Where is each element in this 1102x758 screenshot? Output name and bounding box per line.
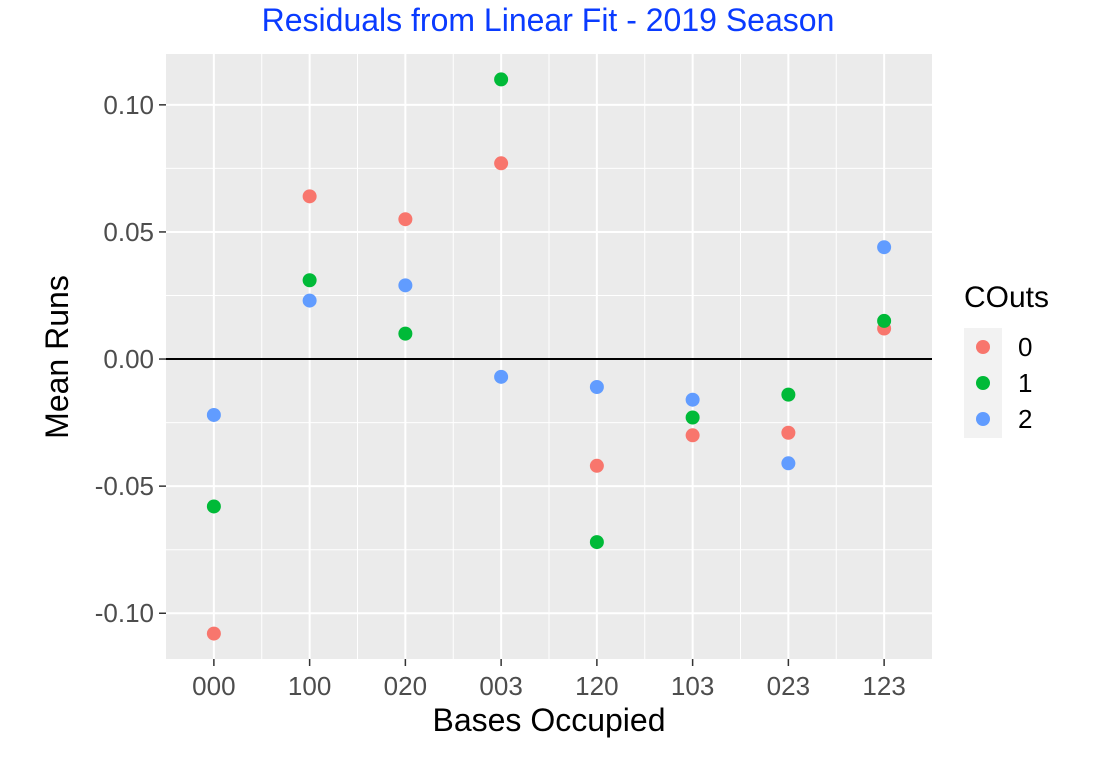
data-point-outs-1 xyxy=(494,72,509,87)
data-point-outs-1 xyxy=(398,326,413,341)
x-tick-label: 120 xyxy=(575,671,618,701)
legend-label: 0 xyxy=(1018,332,1032,362)
data-point-outs-1 xyxy=(781,387,796,402)
data-point-outs-2 xyxy=(685,392,700,407)
y-tick-label: -0.05 xyxy=(95,471,154,501)
legend-label: 1 xyxy=(1018,368,1032,398)
legend-key-1 xyxy=(976,376,990,390)
x-tick-label: 100 xyxy=(288,671,331,701)
y-tick-label: -0.10 xyxy=(95,598,154,628)
x-axis-title: Bases Occupied xyxy=(432,702,665,738)
chart-title: Residuals from Linear Fit - 2019 Season xyxy=(262,2,835,38)
data-point-outs-0 xyxy=(302,189,317,204)
data-point-outs-1 xyxy=(302,273,317,288)
data-point-outs-0 xyxy=(206,626,221,641)
data-point-outs-2 xyxy=(589,380,604,395)
x-tick-label: 003 xyxy=(479,671,522,701)
legend-title: COuts xyxy=(964,281,1049,314)
x-tick-label: 000 xyxy=(192,671,235,701)
legend-key-2 xyxy=(976,412,990,426)
data-point-outs-2 xyxy=(494,369,509,384)
data-points xyxy=(206,72,892,641)
data-point-outs-0 xyxy=(398,212,413,227)
data-point-outs-1 xyxy=(877,313,892,328)
y-axis-title: Mean Runs xyxy=(39,275,75,439)
y-tick-label: 0.10 xyxy=(103,90,154,120)
x-tick-label: 023 xyxy=(767,671,810,701)
y-tick-label: 0.00 xyxy=(103,344,154,374)
data-point-outs-0 xyxy=(494,156,509,171)
data-point-outs-2 xyxy=(302,293,317,308)
data-point-outs-2 xyxy=(877,240,892,255)
data-point-outs-2 xyxy=(781,456,796,471)
y-tick-label: 0.05 xyxy=(103,217,154,247)
data-point-outs-0 xyxy=(589,458,604,473)
data-point-outs-1 xyxy=(206,499,221,514)
x-tick-label: 020 xyxy=(384,671,427,701)
legend: COuts 0 1 2 xyxy=(964,281,1049,438)
data-point-outs-0 xyxy=(781,425,796,440)
x-tick-label: 103 xyxy=(671,671,714,701)
x-tick-label: 123 xyxy=(862,671,905,701)
minor-gridlines xyxy=(166,54,932,659)
data-point-outs-1 xyxy=(589,535,604,550)
y-axis-ticks: 0.10 0.05 0.00 -0.05 -0.10 xyxy=(95,90,166,628)
data-point-outs-2 xyxy=(398,278,413,293)
legend-key-0 xyxy=(976,340,990,354)
x-axis-ticks: 000 100 020 003 120 103 023 123 xyxy=(192,659,906,701)
data-point-outs-1 xyxy=(685,410,700,425)
data-point-outs-0 xyxy=(685,428,700,443)
legend-label: 2 xyxy=(1018,404,1032,434)
data-point-outs-2 xyxy=(206,407,221,422)
